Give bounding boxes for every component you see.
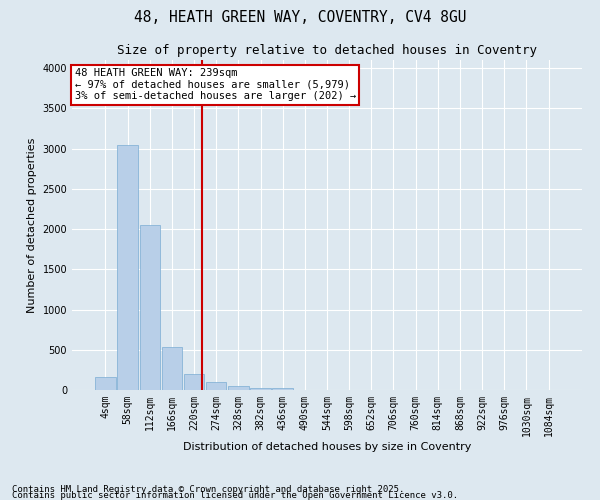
Bar	[250, 388, 271, 390]
Bar	[206, 382, 226, 390]
Title: Size of property relative to detached houses in Coventry: Size of property relative to detached ho…	[117, 44, 537, 58]
Text: 48 HEATH GREEN WAY: 239sqm
← 97% of detached houses are smaller (5,979)
3% of se: 48 HEATH GREEN WAY: 239sqm ← 97% of deta…	[74, 68, 356, 102]
Y-axis label: Number of detached properties: Number of detached properties	[27, 138, 37, 312]
Bar	[161, 346, 182, 390]
Bar	[184, 374, 204, 390]
Bar	[228, 386, 248, 390]
Bar	[118, 144, 138, 390]
Bar	[272, 388, 293, 390]
Bar	[140, 225, 160, 390]
Bar	[95, 377, 116, 390]
Text: Contains HM Land Registry data © Crown copyright and database right 2025.: Contains HM Land Registry data © Crown c…	[12, 484, 404, 494]
Text: Contains public sector information licensed under the Open Government Licence v3: Contains public sector information licen…	[12, 490, 458, 500]
Text: 48, HEATH GREEN WAY, COVENTRY, CV4 8GU: 48, HEATH GREEN WAY, COVENTRY, CV4 8GU	[134, 10, 466, 25]
X-axis label: Distribution of detached houses by size in Coventry: Distribution of detached houses by size …	[183, 442, 471, 452]
